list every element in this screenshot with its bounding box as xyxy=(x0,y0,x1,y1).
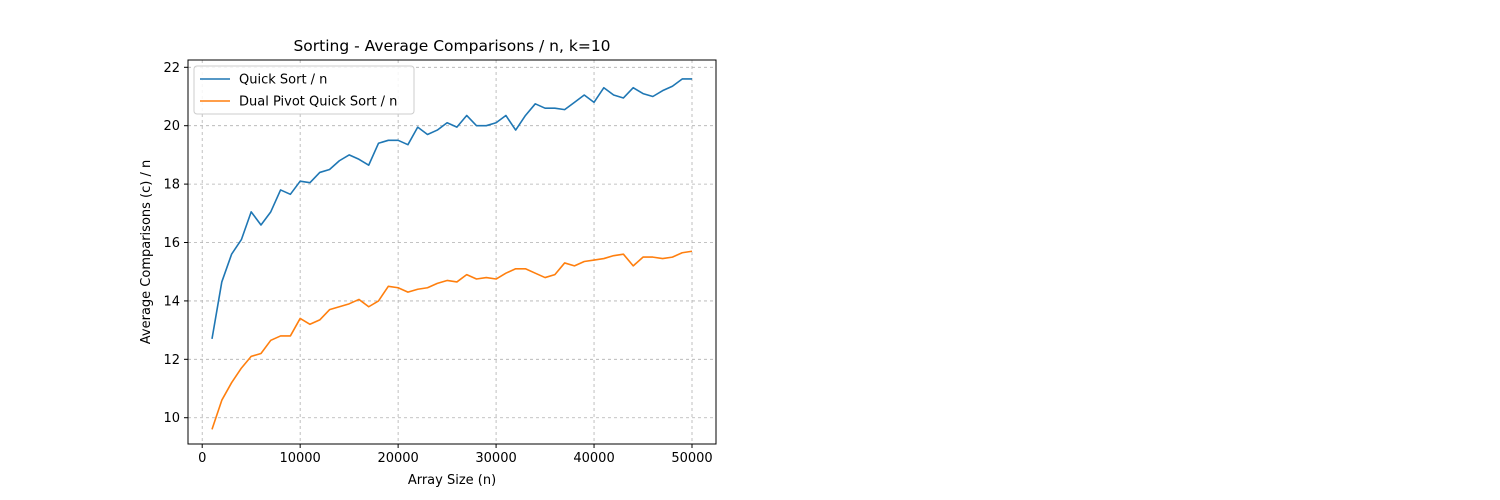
x-tick-label: 0 xyxy=(198,451,206,466)
chart-title: Sorting - Average Comparisons / n, k=10 xyxy=(293,37,610,55)
legend-label-1: Quick Sort / n xyxy=(239,73,327,88)
y-axis-label: Average Comparisons (c) / n xyxy=(139,160,154,344)
series-line-2 xyxy=(211,250,693,430)
series-lines xyxy=(211,78,693,430)
grid xyxy=(188,60,716,444)
legend: Quick Sort / n Dual Pivot Quick Sort / n xyxy=(193,65,415,115)
x-axis-label: Array Size (n) xyxy=(408,473,496,488)
y-tick-label: 16 xyxy=(163,236,180,251)
series-line-1 xyxy=(211,78,692,340)
x-tick-label: 20000 xyxy=(377,451,418,466)
y-tick-label: 14 xyxy=(163,294,180,309)
plot-frame xyxy=(187,59,717,445)
x-tick-label: 30000 xyxy=(475,451,516,466)
legend-label-2: Dual Pivot Quick Sort / n xyxy=(239,95,397,110)
y-tick-label: 10 xyxy=(163,411,180,426)
y-tick-label: 18 xyxy=(163,178,180,193)
legend-box xyxy=(193,65,415,115)
y-tick-label: 20 xyxy=(163,119,180,134)
y-tick-label: 22 xyxy=(163,61,180,76)
x-tick-label: 10000 xyxy=(279,451,320,466)
x-tick-label: 40000 xyxy=(573,451,614,466)
axis-ticks: 0 10000 20000 30000 40000 50000 10 12 14 16 18 20 22 xyxy=(163,61,712,466)
y-tick-label: 12 xyxy=(163,353,180,368)
x-tick-label: 50000 xyxy=(671,451,712,466)
